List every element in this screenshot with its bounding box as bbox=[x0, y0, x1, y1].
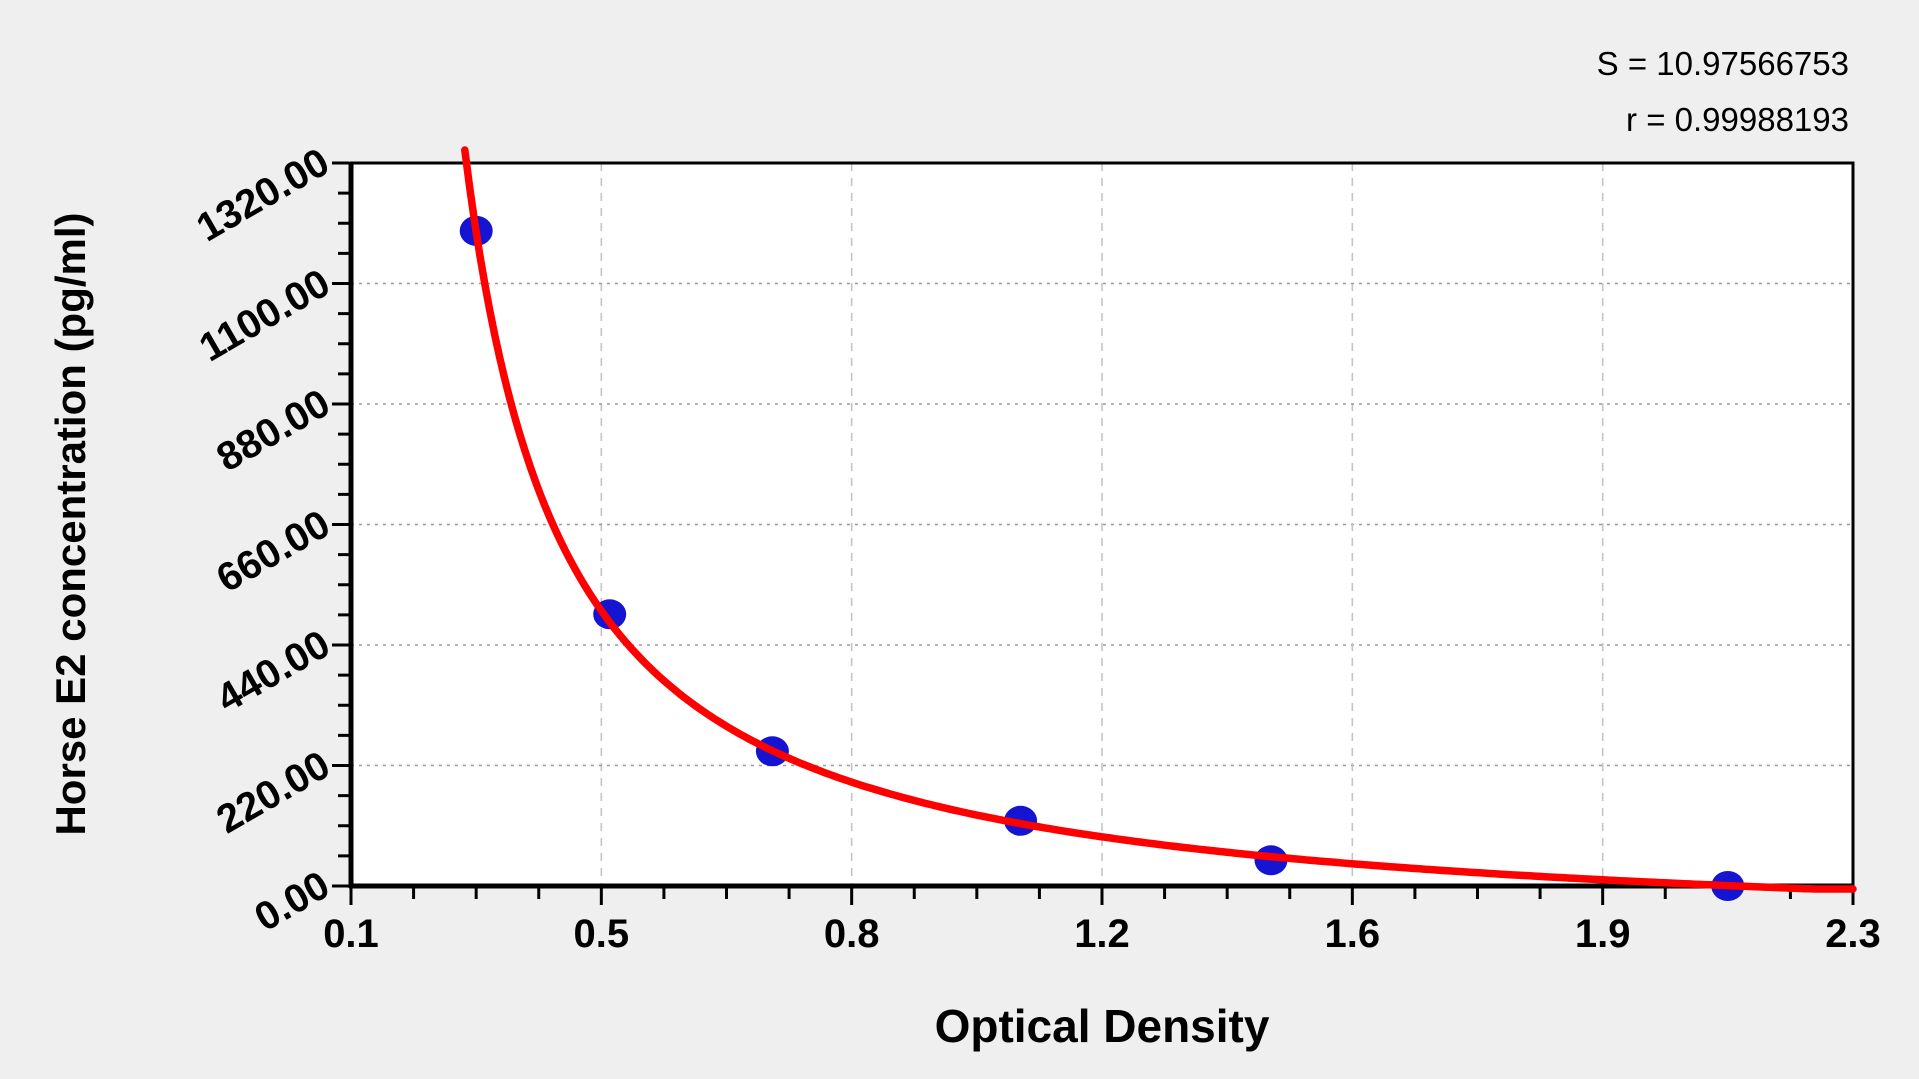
fit-curve-line bbox=[461, 146, 1857, 893]
axis-ticks bbox=[332, 161, 1855, 905]
gridlines bbox=[351, 163, 1853, 886]
fit-stat-r: r = 0.99988193 bbox=[1626, 101, 1849, 138]
x-tick-label: 1.2 bbox=[1074, 912, 1130, 956]
x-tick-label: 0.5 bbox=[573, 912, 630, 956]
fit-statistics: S = 10.97566753 r = 0.99988193 bbox=[1597, 36, 1849, 148]
x-tick-label: 1.6 bbox=[1324, 912, 1381, 956]
fitted-curve bbox=[461, 146, 1857, 893]
y-tick-label: 0.00 bbox=[0, 862, 337, 940]
x-tick-label: 0.1 bbox=[323, 912, 379, 956]
x-tick-label: 1.9 bbox=[1574, 912, 1631, 956]
y-tick-label: 1320.00 bbox=[0, 139, 337, 250]
y-axis-title: Horse E2 concentration (pg/ml) bbox=[47, 212, 94, 836]
x-tick-label: 0.8 bbox=[823, 912, 880, 956]
fit-stat-s: S = 10.97566753 bbox=[1596, 45, 1849, 82]
axes-frame bbox=[348, 161, 1855, 889]
x-tick-label: 2.3 bbox=[1825, 912, 1881, 956]
x-axis-title: Optical Density bbox=[934, 1000, 1270, 1052]
